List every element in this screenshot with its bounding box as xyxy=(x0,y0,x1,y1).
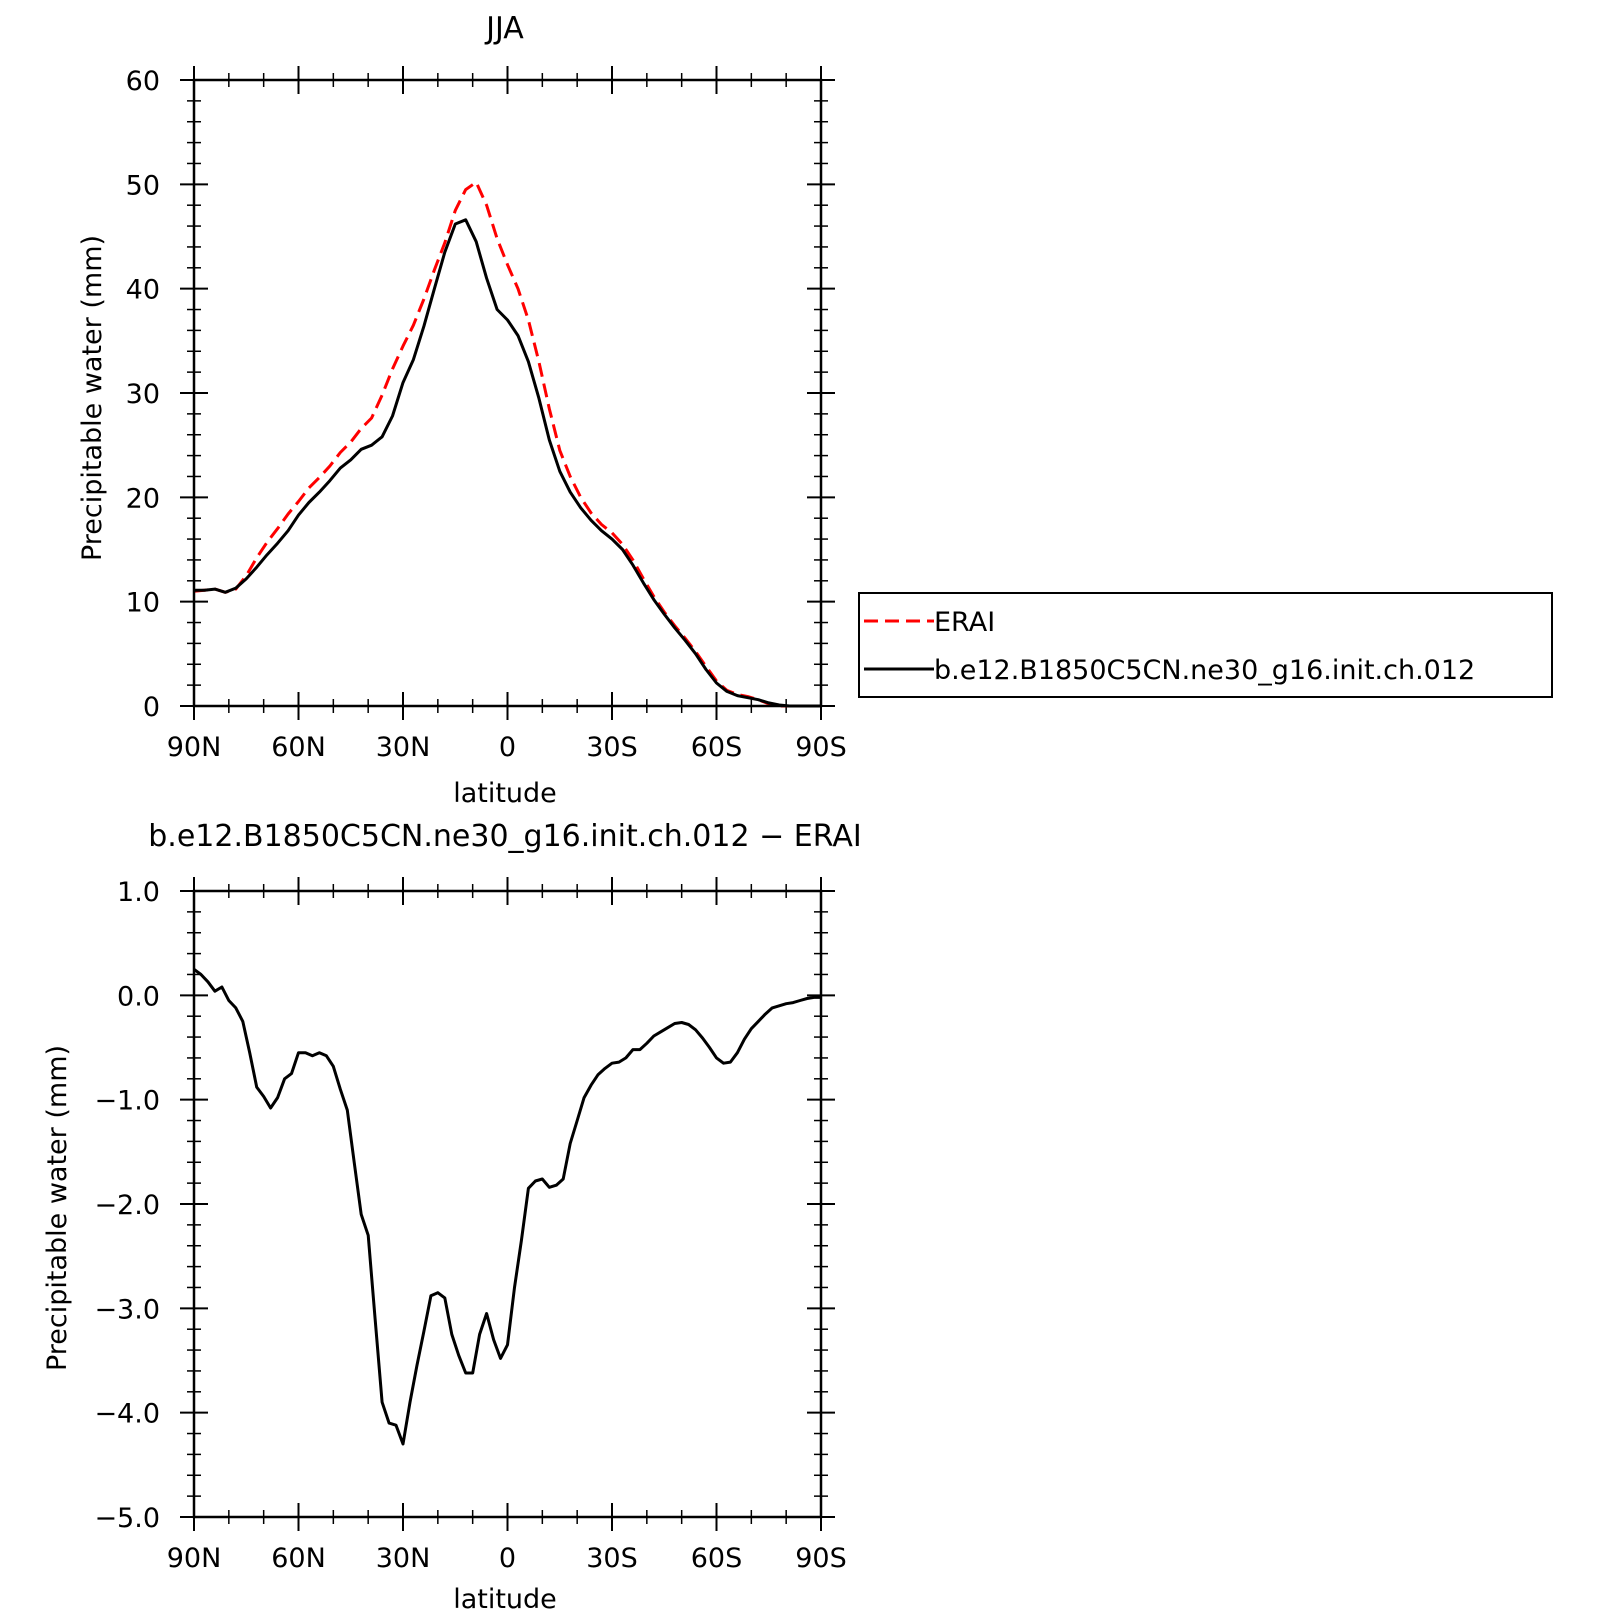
y-tick-label: 40 xyxy=(126,275,160,306)
difference-line xyxy=(193,968,821,1446)
x-tick-label: 90N xyxy=(167,732,222,763)
bottom-y-axis-label: Precipitable water (mm) xyxy=(42,1045,73,1371)
y-tick-label: 50 xyxy=(126,170,160,201)
bottom-chart-title: b.e12.B1850C5CN.ne30_g16.init.ch.012 − E… xyxy=(148,819,861,854)
x-tick-label: 30N xyxy=(376,732,431,763)
series-line-1 xyxy=(194,218,821,708)
top-series-lines xyxy=(193,180,821,708)
y-tick-label: −4.0 xyxy=(94,1399,160,1430)
bottom-panel: b.e12.B1850C5CN.ne30_g16.init.ch.012 − E… xyxy=(42,819,862,1615)
y-tick-label: 10 xyxy=(126,588,160,619)
y-tick-label: −1.0 xyxy=(94,1086,160,1117)
y-tick-label: 1.0 xyxy=(117,877,160,908)
legend-box xyxy=(858,592,1553,698)
y-tick-label: 30 xyxy=(126,379,160,410)
y-tick-label: −2.0 xyxy=(94,1190,160,1221)
top-tick-labels: 90N 60N 30N 0 30S 60S 90S 0 10 20 30 40 50 60 xyxy=(126,66,847,763)
x-tick-label: 90S xyxy=(795,1543,847,1574)
top-panel: JJA Precipitable water (mm) latitude 90N… xyxy=(77,11,1553,809)
legend: ERAI b.e12.B1850C5CN.ne30_g16.init.ch.01… xyxy=(858,592,1553,698)
x-tick-label: 0 xyxy=(499,1543,516,1574)
bottom-x-axis-label: latitude xyxy=(453,1584,557,1615)
bottom-tick-labels: 90N 60N 30N 0 30S 60S 90S −5.0 −4.0 −3.0 −2.0 −1.0 0… xyxy=(94,877,846,1574)
y-tick-label: 60 xyxy=(126,66,160,97)
x-tick-label: 60S xyxy=(691,1543,743,1574)
y-tick-label: 20 xyxy=(126,483,160,514)
top-x-axis-label: latitude xyxy=(453,778,557,809)
series-line-0 xyxy=(193,180,821,708)
y-tick-label: −3.0 xyxy=(94,1294,160,1325)
y-tick-label: 0 xyxy=(143,692,160,723)
bottom-series-lines xyxy=(193,968,821,1446)
bottom-plot-frame xyxy=(192,889,823,1519)
legend-label-model: b.e12.B1850C5CN.ne30_g16.init.ch.012 xyxy=(934,655,1475,686)
top-plot-frame xyxy=(192,78,823,708)
legend-label-erai: ERAI xyxy=(934,607,995,638)
top-y-axis-label: Precipitable water (mm) xyxy=(77,235,108,561)
top-axis-ticks xyxy=(180,66,835,720)
x-tick-label: 30S xyxy=(586,1543,638,1574)
x-tick-label: 30S xyxy=(586,732,638,763)
x-tick-label: 30N xyxy=(376,1543,431,1574)
x-tick-label: 60S xyxy=(691,732,743,763)
top-chart-title: JJA xyxy=(484,11,524,46)
y-tick-label: 0.0 xyxy=(117,981,160,1012)
x-tick-label: 90N xyxy=(167,1543,222,1574)
y-tick-label: −5.0 xyxy=(94,1503,160,1534)
x-tick-label: 90S xyxy=(795,732,847,763)
x-tick-label: 60N xyxy=(271,1543,326,1574)
bottom-axis-ticks xyxy=(180,877,835,1531)
x-tick-label: 60N xyxy=(271,732,326,763)
x-tick-label: 0 xyxy=(499,732,516,763)
